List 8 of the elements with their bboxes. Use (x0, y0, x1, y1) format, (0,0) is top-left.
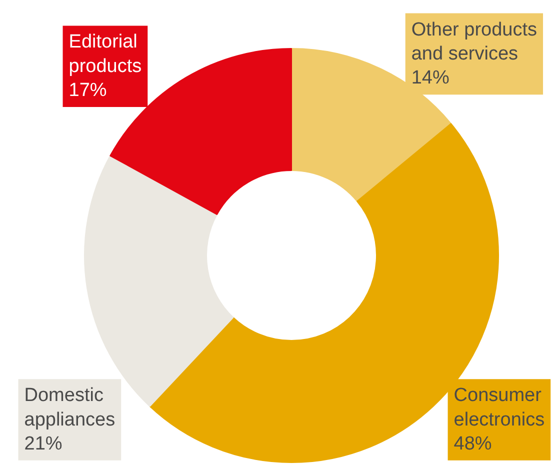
data-label: 21% (24, 433, 62, 454)
slice-label: Editorial products (68, 32, 142, 77)
data-label: 48% (454, 433, 492, 454)
data-label: 14% (411, 68, 450, 89)
slice-label: Domestic appliances (24, 385, 116, 430)
slice-label: Consumer electronics (454, 385, 545, 430)
slice-label: Other products and services (411, 19, 538, 64)
data-label: 17% (68, 80, 107, 102)
